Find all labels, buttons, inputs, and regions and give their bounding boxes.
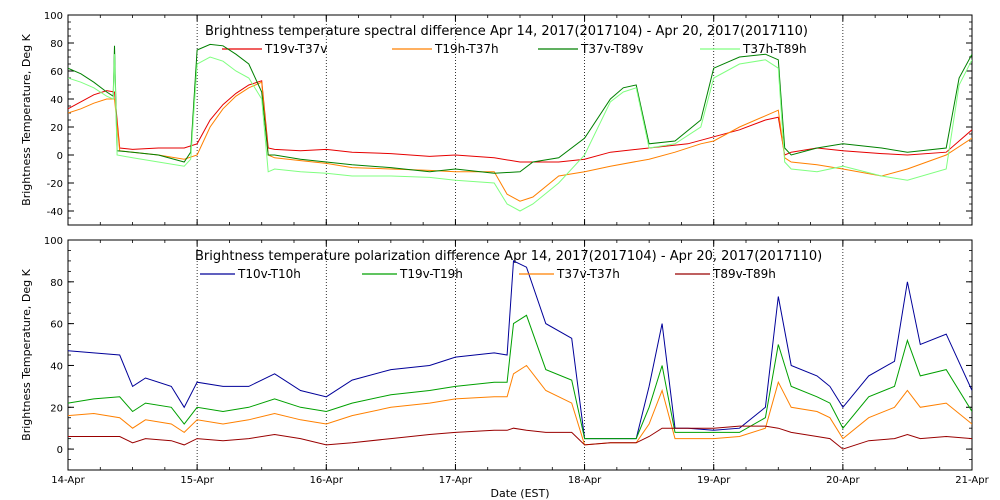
x-tick-label: 18-Apr bbox=[568, 475, 602, 486]
x-tick-label: 21-Apr bbox=[955, 475, 989, 486]
x-tick-label: 17-Apr bbox=[439, 475, 473, 486]
chart-title: Brightness temperature polarization diff… bbox=[195, 249, 822, 264]
polarization-difference-panel: 0 20 40 60 80 100 14-Apr 15-Apr 16-Apr 17-Apr 18-A… bbox=[20, 236, 990, 500]
series-line-t37h-t89h bbox=[68, 54, 972, 212]
y-tick-label: -20 bbox=[47, 179, 63, 190]
y-tick-label: 60 bbox=[50, 320, 63, 331]
legend-label: T37v-T37h bbox=[556, 267, 620, 281]
y-tick-label: 80 bbox=[50, 39, 63, 50]
legend-label: T89v-T89h bbox=[712, 267, 776, 281]
y-tick-label: 0 bbox=[57, 151, 63, 162]
y-tick-label: 60 bbox=[50, 67, 63, 78]
y-tick-label: 40 bbox=[50, 95, 63, 106]
x-tick-label: 16-Apr bbox=[310, 475, 344, 486]
series-line-t37v-t89v bbox=[68, 43, 972, 174]
y-tick-label: 80 bbox=[50, 278, 63, 289]
legend-label: T19v-T19h bbox=[399, 267, 463, 281]
legend-label: T19h-T37h bbox=[434, 42, 499, 56]
y-axis-title: Brightness Temperature, Deg K bbox=[20, 33, 33, 205]
series-line-t10v-t10h bbox=[68, 260, 972, 440]
plot-frame bbox=[67, 14, 973, 226]
x-tick-label: 20-Apr bbox=[826, 475, 860, 486]
y-tick-label: 100 bbox=[44, 11, 63, 22]
y-tick-label: 100 bbox=[44, 236, 63, 247]
series-line-t89v-t89h bbox=[68, 425, 972, 450]
y-tick-label: 20 bbox=[50, 123, 63, 134]
x-axis-title: Date (EST) bbox=[490, 487, 549, 500]
legend-label: T37v-T89v bbox=[580, 42, 643, 56]
series-line-t19h-t37h bbox=[68, 81, 972, 202]
y-tick-label: 40 bbox=[50, 361, 63, 372]
series-line-t19v-t19h bbox=[68, 314, 972, 440]
legend-label: T37h-T89h bbox=[742, 42, 807, 56]
y-tick-label: 0 bbox=[57, 445, 63, 456]
series-line-t19v-t37v bbox=[68, 80, 972, 163]
legend-label: T19v-T37v bbox=[264, 42, 327, 56]
y-tick-label: -40 bbox=[47, 207, 63, 218]
spectral-difference-panel: -40 -20 0 20 40 60 80 100 Brightness Temperature… bbox=[20, 11, 973, 226]
x-tick-label: 15-Apr bbox=[180, 475, 214, 486]
chart-title: Brightness temperature spectral differen… bbox=[205, 24, 808, 39]
x-tick-label: 14-Apr bbox=[51, 475, 85, 486]
legend-label: T10v-T10h bbox=[237, 267, 301, 281]
y-tick-label: 20 bbox=[50, 403, 63, 414]
series-line-t37v-t37h bbox=[68, 364, 972, 446]
x-tick-label: 19-Apr bbox=[697, 475, 731, 486]
y-axis-title: Brightness Temperature, Deg K bbox=[20, 268, 33, 440]
